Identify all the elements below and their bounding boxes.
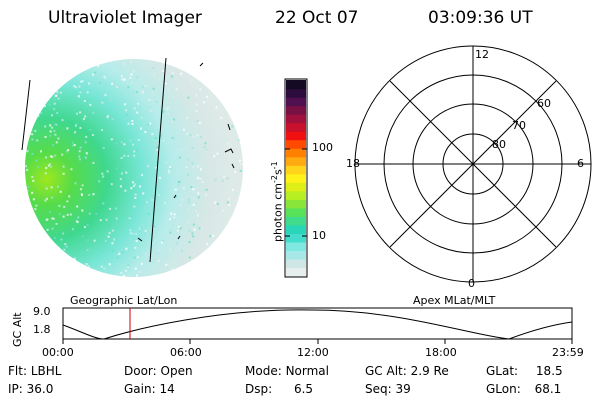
status-door: Door: Open [124,364,193,378]
colorbar-cell [286,131,306,141]
uv-disk [25,59,243,277]
colorbar-cell [286,122,306,132]
status-glat-label: GLat: [486,364,519,378]
colorbar-cell [286,241,306,252]
colorbar-cell [286,88,306,98]
status-glon-value: 68.1 [534,382,562,396]
status-mode-value: Normal [285,364,329,378]
colorbar-cell [286,250,306,260]
time-label: 03:09:36 UT [428,8,533,28]
status-seq: Seq: 39 [365,382,411,396]
status-gcalt: GC Alt: 2.9 Re [365,364,449,378]
colorbar-cell [286,97,306,107]
apex-label: Apex MLat/MLT [413,294,496,307]
colorbar-cell [286,173,306,183]
colorbar-cell [286,105,306,115]
colorbar-cell [286,182,306,192]
colorbar-cell [286,165,306,175]
status-dsp-value: 6.5 [293,382,314,396]
polar-label-0: 0 [468,277,475,290]
colorbar-tick-100: 100 [312,141,333,154]
status-door-label: Door: [124,364,157,378]
colorbar-cell [286,190,306,200]
status-ip-label: IP: [8,382,23,396]
limb-line [21,79,31,151]
colorbar-cell [286,156,306,166]
status-ip: IP: 36.0 [8,382,53,396]
x-tick-0000: 00:00 [42,346,74,359]
colorbar-cell [286,233,306,243]
polar-label-12: 12 [475,48,489,61]
status-ip-value: 36.0 [26,382,54,396]
colorbar-cell [286,216,306,226]
status-flt: Flt: LBHL [8,364,61,378]
polar-label-6: 6 [577,157,584,170]
status-flt-label: Flt: [8,364,27,378]
status-glat-value: 18.5 [535,364,563,378]
colorbar-cell [286,148,306,158]
colorbar-cell [286,114,306,124]
colorbar-cell [286,267,306,277]
coastline-marks [137,62,235,242]
geographic-label: Geographic Lat/Lon [70,294,178,307]
polar-label-60: 60 [537,97,551,110]
x-tick-1200: 12:00 [297,346,329,359]
status-gcalt-label: GC Alt: [365,364,407,378]
colorbar-gradient [286,80,306,277]
status-gain-label: Gain: [124,382,156,396]
status-glon-label: GLon: [486,382,521,396]
status-mode: Mode: Normal [245,364,329,378]
colorbar-cell [286,258,306,269]
status-gcalt-value: 2.9 Re [410,364,449,378]
colorbar-cell [286,224,306,234]
status-dsp-label: Dsp: [245,382,273,396]
status-seq-label: Seq: [365,382,392,396]
status-glon: GLon: 68.1 [486,382,561,396]
colorbar-ticks [285,148,307,237]
status-flt-value: LBHL [30,364,62,378]
polar-label-70: 70 [512,119,526,132]
x-tick-2359: 23:59 [552,346,584,359]
x-tick-0600: 06:00 [170,346,202,359]
orbit-axis-label: GC Alt [11,312,24,347]
y-tick-high: 9.0 [33,305,51,318]
colorbar-cell [286,80,306,90]
status-gain: Gain: 14 [124,382,175,396]
status-gain-value: 14 [159,382,175,396]
status-dsp: Dsp: 6.5 [245,382,313,396]
colorbar-cell [286,199,306,209]
instrument-title: Ultraviolet Imager [48,8,202,28]
status-door-value: Open [160,364,193,378]
x-tick-1800: 18:00 [425,346,457,359]
colorbar-cell [286,139,306,149]
y-tick-low: 1.8 [33,323,51,336]
date-label: 22 Oct 07 [275,8,359,28]
terminator-line [149,57,167,263]
status-glat: GLat: 18.5 [486,364,563,378]
status-seq-value: 39 [395,382,411,396]
polar-label-80: 80 [492,138,506,151]
colorbar-cell [286,207,306,217]
x-axis-ticks [62,339,573,344]
altitude-curve [62,309,573,340]
colorbar-tick-10: 10 [312,229,326,242]
polar-label-18: 18 [346,157,360,170]
status-mode-label: Mode: [245,364,282,378]
